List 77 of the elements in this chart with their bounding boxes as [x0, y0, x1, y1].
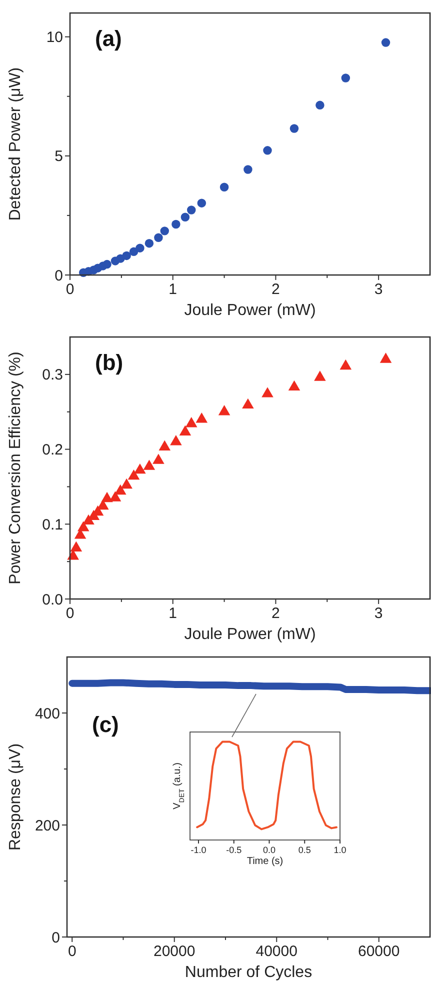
- point: [129, 247, 138, 256]
- x-tick-label: 0: [68, 943, 76, 960]
- x-axis-title: Time (s): [246, 856, 284, 867]
- y-tick-label: 0.0: [42, 591, 63, 608]
- x-axis-title: Number of Cycles: [184, 964, 312, 981]
- text: (b): [95, 350, 124, 375]
- x-tick-label: 0.5: [298, 845, 311, 855]
- x-tick-label: 1: [168, 281, 178, 298]
- x-tick-label: -0.5: [226, 845, 242, 855]
- point: [70, 541, 82, 552]
- x-tick-label: 0: [66, 605, 74, 622]
- y-tick-label: 0.2: [42, 442, 63, 459]
- x-tick-label: 0.0: [262, 845, 276, 855]
- point: [187, 206, 196, 214]
- point: [122, 251, 131, 260]
- point: [288, 380, 300, 391]
- point: [196, 412, 208, 423]
- point: [244, 165, 252, 174]
- y-axis-title: Detected Power (μW): [7, 67, 24, 221]
- x-tick-label: 2: [272, 605, 280, 622]
- x-tick-label: 0: [66, 281, 74, 298]
- point: [170, 435, 182, 446]
- point: [114, 484, 126, 495]
- point: [179, 425, 192, 436]
- x-axis-title: Joule Power (mW): [184, 302, 316, 319]
- point: [185, 417, 198, 428]
- point: [262, 387, 274, 398]
- point: [136, 244, 144, 252]
- point: [218, 405, 230, 416]
- y-tick-label: 0: [52, 929, 60, 946]
- x-tick-label: 20000: [154, 943, 196, 960]
- y-tick-label: 5: [54, 148, 63, 166]
- x-tick-label: 1: [168, 605, 178, 622]
- y-axis-title: Power Conversion Efficiency (%): [7, 352, 24, 584]
- x-tick-label: 60000: [358, 943, 400, 960]
- x-tick-label: 2: [272, 281, 280, 298]
- point: [102, 260, 112, 269]
- y-tick-label: 400: [34, 705, 60, 722]
- point: [77, 521, 90, 532]
- point: [316, 100, 324, 110]
- point: [341, 74, 350, 82]
- point: [290, 124, 299, 133]
- point: [340, 359, 352, 370]
- point: [144, 238, 154, 248]
- point: [152, 454, 164, 464]
- x-tick-label: -1.0: [190, 845, 206, 855]
- point: [314, 370, 326, 381]
- point: [242, 398, 254, 409]
- point: [160, 226, 169, 236]
- point: [154, 233, 163, 242]
- point: [143, 460, 156, 470]
- y-tick-label: 0.3: [42, 366, 63, 384]
- y-axis-title: Response (μV): [7, 743, 24, 851]
- y-tick-label: 0.1: [42, 516, 63, 534]
- point: [263, 146, 272, 155]
- x-tick-label: 40000: [256, 943, 298, 960]
- point: [197, 198, 206, 208]
- x-axis-title: Joule Power (mW): [184, 626, 316, 643]
- point: [220, 182, 229, 192]
- point: [158, 440, 171, 450]
- point: [120, 478, 132, 489]
- point: [381, 38, 390, 47]
- y-tick-label: 0: [54, 267, 63, 284]
- point: [128, 469, 140, 480]
- y-tick-label: 200: [34, 817, 60, 834]
- point: [172, 220, 180, 229]
- point: [101, 492, 113, 502]
- point: [380, 352, 392, 363]
- point: [180, 212, 190, 222]
- y-tick-label: 10: [46, 29, 63, 46]
- x-tick-label: 1.0: [334, 845, 346, 855]
- text: (a): [95, 26, 122, 51]
- point: [134, 463, 146, 474]
- x-tick-label: 3: [374, 281, 383, 298]
- x-tick-label: 3: [374, 605, 383, 622]
- text: (c): [92, 712, 119, 737]
- point: [97, 499, 109, 510]
